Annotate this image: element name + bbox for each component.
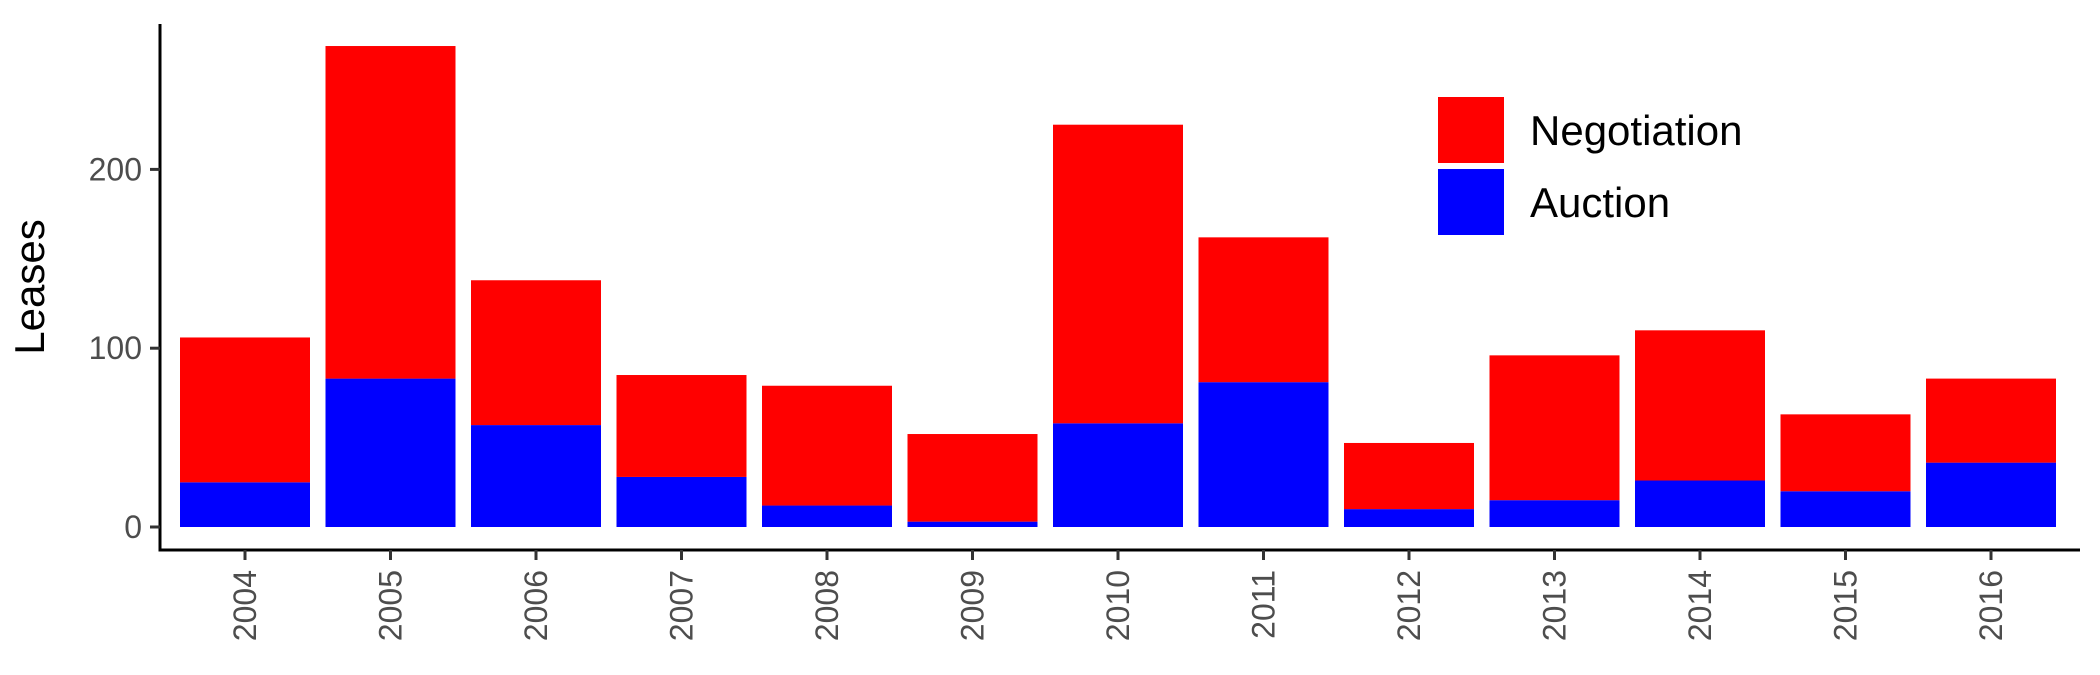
bar-negotiation-2010 [1053, 124, 1183, 424]
x-ticks-group: 2004 2005 2006 2007 2008 2009 2010 2011 2012 2013… [227, 550, 2009, 641]
x-tick-label: 2009 [955, 570, 991, 641]
x-tick-label: 2015 [1828, 570, 1864, 641]
bar-negotiation-2009 [907, 434, 1038, 522]
x-tick-label: 2013 [1537, 570, 1573, 641]
y-tick-label: 200 [89, 151, 142, 187]
bar-auction-2011 [1198, 382, 1329, 527]
bar-negotiation-2015 [1780, 414, 1911, 492]
bar-auction-2012 [1344, 509, 1474, 527]
bar-negotiation-2014 [1635, 330, 1765, 481]
bar-auction-2005 [325, 378, 456, 527]
y-tick-label: 0 [124, 509, 142, 545]
x-tick-label: 2005 [373, 570, 409, 641]
x-tick-label: 2014 [1682, 570, 1718, 641]
legend: Negotiation Auction [1438, 97, 1742, 235]
bar-auction-2014 [1635, 480, 1765, 527]
bar-negotiation-2013 [1489, 355, 1620, 501]
bar-negotiation-2011 [1198, 237, 1329, 383]
bar-negotiation-2016 [1926, 378, 2056, 463]
legend-label-auction: Auction [1530, 179, 1670, 226]
bar-auction-2008 [762, 505, 892, 527]
x-tick-label: 2006 [518, 570, 554, 641]
y-tick-label: 100 [89, 330, 142, 366]
bar-negotiation-2012 [1344, 442, 1474, 510]
bar-negotiation-2005 [325, 46, 456, 379]
x-tick-label: 2016 [1973, 570, 2009, 641]
legend-key-auction [1438, 169, 1504, 235]
bar-negotiation-2008 [762, 385, 892, 506]
bar-auction-2006 [471, 425, 601, 527]
legend-key-negotiation [1438, 97, 1504, 163]
bar-auction-2015 [1780, 491, 1911, 527]
bar-auction-2004 [180, 482, 310, 527]
x-tick-label: 2012 [1391, 570, 1427, 641]
bar-auction-2009 [907, 521, 1038, 527]
x-tick-label: 2008 [809, 570, 845, 641]
bar-auction-2010 [1053, 423, 1183, 527]
bars-group [180, 46, 2056, 527]
x-tick-label: 2007 [664, 570, 700, 641]
y-ticks-group: 0 100 200 [89, 151, 160, 545]
x-tick-label: 2004 [227, 570, 263, 641]
x-tick-label: 2011 [1246, 570, 1282, 639]
bar-negotiation-2004 [180, 337, 310, 483]
bar-negotiation-2007 [616, 375, 747, 477]
x-tick-label: 2010 [1100, 570, 1136, 641]
bar-auction-2016 [1926, 462, 2056, 527]
bar-auction-2007 [616, 476, 747, 527]
y-axis-title: Leases [6, 219, 53, 354]
legend-label-negotiation: Negotiation [1530, 107, 1742, 154]
bar-auction-2013 [1489, 500, 1620, 527]
bar-negotiation-2006 [471, 280, 601, 426]
